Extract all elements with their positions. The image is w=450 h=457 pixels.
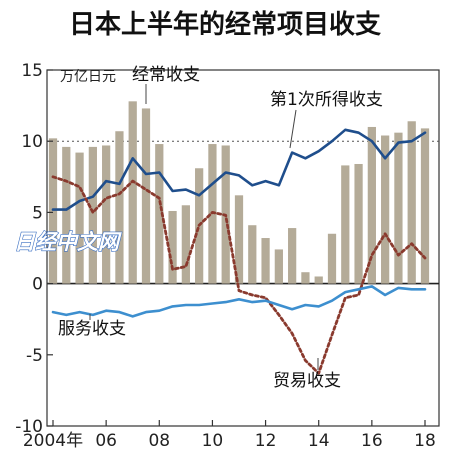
bar-current-account: [301, 272, 310, 284]
line-layer: [51, 128, 427, 375]
bar-current-account: [155, 144, 164, 284]
line-primary-income: [51, 128, 427, 211]
annotation-leader: [289, 109, 297, 149]
bar-current-account: [234, 195, 244, 284]
series-label: 第1次所得收支: [270, 90, 383, 110]
y-tick-label: 5: [32, 203, 43, 223]
line-trade-balance: [51, 175, 427, 375]
plot-frame: [46, 69, 440, 427]
bar-current-account: [75, 152, 84, 284]
bar-current-account: [314, 276, 323, 284]
line-services-balance: [51, 285, 427, 318]
bar-current-account: [141, 108, 151, 284]
y-tick-label: 15: [21, 61, 43, 81]
bar-current-account: [354, 163, 363, 284]
bar-current-account: [407, 121, 416, 284]
bar-current-account: [327, 233, 337, 284]
bar-current-account: [181, 205, 190, 284]
x-tick-label: 10: [202, 431, 224, 451]
bar-current-account: [288, 228, 297, 284]
bar-current-account: [62, 146, 71, 284]
y-axis-unit-label: 万亿日元: [60, 69, 116, 85]
series-label: 服务收支: [58, 319, 126, 339]
x-tick-label: 08: [148, 431, 170, 451]
y-tick-label: -10: [15, 417, 43, 437]
x-tick-label: 18: [414, 431, 436, 451]
y-tick-label: 0: [32, 275, 43, 295]
bar-current-account: [367, 126, 376, 284]
bar-current-account: [261, 238, 270, 284]
x-tick-label: 06: [95, 431, 117, 451]
y-tick-label: 10: [21, 132, 43, 152]
bar-current-account: [128, 101, 137, 284]
series-label: 贸易收支: [273, 371, 341, 391]
watermark: 日经中文网: [14, 230, 122, 254]
series-label: 经常收支: [132, 65, 200, 85]
bar-current-account: [102, 145, 111, 284]
x-tick-label: 12: [255, 431, 277, 451]
x-tick-label: 2004年: [23, 431, 83, 451]
bar-current-account: [88, 146, 97, 284]
x-tick-label: 14: [308, 431, 330, 451]
bar-current-account: [341, 165, 350, 284]
x-tick-label: 16: [361, 431, 383, 451]
bar-current-account: [274, 249, 283, 284]
bar-current-account: [394, 132, 403, 284]
bar-series-current-account: [48, 101, 430, 284]
bar-current-account: [248, 225, 257, 284]
bar-current-account: [48, 138, 58, 284]
bar-current-account: [420, 128, 430, 284]
bar-current-account: [168, 210, 177, 284]
bar-current-account: [381, 135, 390, 284]
bar-current-account: [115, 131, 124, 284]
y-tick-label: -5: [26, 346, 43, 366]
chart-title: 日本上半年的经常项目收支: [69, 9, 381, 40]
